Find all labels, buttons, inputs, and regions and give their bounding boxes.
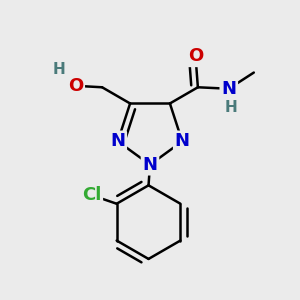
Text: N: N [110,132,125,150]
Text: N: N [221,80,236,98]
Text: N: N [175,132,190,150]
Text: H: H [52,62,65,77]
Text: N: N [142,156,158,174]
Text: O: O [188,47,203,65]
Text: Cl: Cl [82,187,101,205]
Text: O: O [68,77,83,95]
Text: H: H [225,100,238,115]
